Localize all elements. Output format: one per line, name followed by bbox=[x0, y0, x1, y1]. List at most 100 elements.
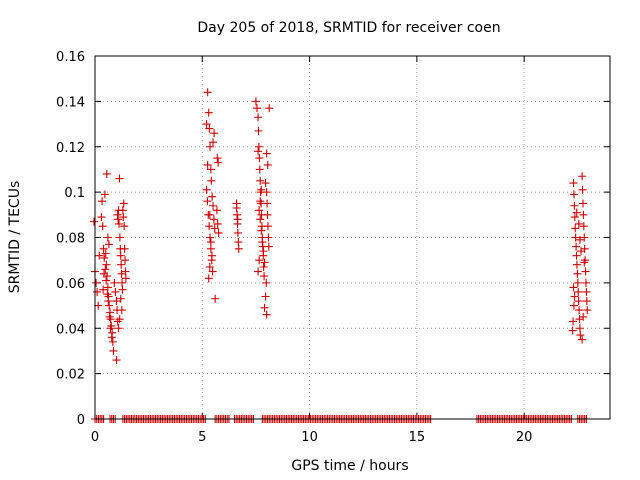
data-point bbox=[208, 192, 217, 201]
data-point bbox=[205, 124, 214, 133]
data-point bbox=[254, 113, 263, 122]
tick-layer: 0 0.02 0.04 0.06 0.08 0.1 0.12 0.14 0.16 0 5 10 15 20 bbox=[56, 50, 610, 445]
data-point bbox=[579, 312, 588, 321]
data-point bbox=[253, 104, 262, 113]
data-point bbox=[102, 260, 111, 269]
data-point bbox=[576, 331, 585, 340]
data-point bbox=[209, 138, 218, 147]
data-point bbox=[261, 292, 270, 301]
data-point bbox=[115, 315, 124, 324]
data-point bbox=[260, 272, 269, 281]
data-point bbox=[206, 233, 215, 242]
data-point bbox=[102, 169, 111, 178]
data-point bbox=[254, 267, 263, 276]
data-point bbox=[256, 176, 265, 185]
data-point bbox=[116, 294, 125, 303]
data-point bbox=[255, 256, 264, 265]
data-point bbox=[233, 210, 242, 219]
y-tick-label: 0.06 bbox=[56, 277, 85, 292]
data-point bbox=[107, 333, 116, 342]
y-tick-label: 0.1 bbox=[64, 186, 85, 201]
x-axis-label: GPS time / hours bbox=[291, 458, 408, 474]
data-point bbox=[111, 287, 120, 296]
data-point bbox=[119, 199, 128, 208]
data-point bbox=[95, 251, 104, 260]
data-point bbox=[121, 256, 130, 265]
data-point bbox=[582, 297, 591, 306]
data-point bbox=[210, 129, 219, 138]
data-point bbox=[259, 247, 268, 256]
data-point bbox=[583, 306, 592, 315]
x-tick-label: 5 bbox=[198, 430, 206, 445]
data-point bbox=[572, 251, 581, 260]
data-point bbox=[575, 306, 584, 315]
data-point bbox=[100, 253, 109, 262]
data-point bbox=[121, 267, 130, 276]
data-point bbox=[112, 297, 121, 306]
data-point bbox=[263, 222, 272, 231]
data-point bbox=[104, 297, 113, 306]
data-point bbox=[94, 301, 103, 310]
data-point bbox=[261, 179, 270, 188]
x-tick-label: 10 bbox=[301, 430, 318, 445]
data-point bbox=[101, 249, 110, 258]
data-point bbox=[112, 356, 121, 365]
data-point bbox=[581, 278, 590, 287]
data-point bbox=[114, 324, 123, 333]
data-point bbox=[214, 158, 223, 167]
data-point bbox=[206, 244, 215, 253]
data-point bbox=[99, 285, 108, 294]
data-point bbox=[569, 179, 578, 188]
data-point bbox=[256, 215, 265, 224]
data-point bbox=[121, 274, 130, 283]
data-point bbox=[262, 188, 271, 197]
y-tick-label: 0.04 bbox=[56, 322, 85, 337]
data-point bbox=[116, 251, 125, 260]
data-point bbox=[102, 276, 111, 285]
data-point bbox=[206, 165, 215, 174]
data-point bbox=[569, 317, 578, 326]
y-tick-label: 0.08 bbox=[56, 232, 85, 247]
data-point bbox=[259, 262, 268, 271]
data-point bbox=[254, 142, 263, 151]
data-point bbox=[257, 226, 266, 235]
data-point bbox=[575, 324, 584, 333]
data-layer bbox=[89, 88, 592, 423]
data-point bbox=[577, 247, 586, 256]
data-point bbox=[115, 174, 124, 183]
data-point bbox=[578, 335, 587, 344]
data-point bbox=[233, 215, 242, 224]
data-point bbox=[570, 213, 579, 222]
data-point bbox=[578, 199, 587, 208]
data-point bbox=[118, 285, 127, 294]
data-point bbox=[256, 197, 265, 206]
data-point bbox=[262, 310, 271, 319]
data-point bbox=[214, 228, 223, 237]
data-point bbox=[103, 290, 112, 299]
data-point bbox=[113, 210, 122, 219]
data-point bbox=[115, 219, 124, 228]
data-point bbox=[109, 346, 118, 355]
data-point bbox=[578, 172, 587, 181]
data-point bbox=[263, 210, 272, 219]
data-point bbox=[202, 185, 211, 194]
data-point bbox=[212, 206, 221, 215]
data-point bbox=[575, 235, 584, 244]
data-point bbox=[213, 154, 222, 163]
data-point bbox=[120, 244, 129, 253]
data-point bbox=[258, 238, 267, 247]
data-point bbox=[105, 301, 114, 310]
data-point bbox=[580, 233, 589, 242]
data-point bbox=[92, 278, 101, 287]
data-point bbox=[265, 104, 274, 113]
data-point bbox=[203, 160, 212, 169]
data-point bbox=[120, 222, 129, 231]
data-point bbox=[209, 215, 218, 224]
data-point bbox=[579, 222, 588, 231]
data-point bbox=[206, 238, 215, 247]
data-point bbox=[264, 233, 273, 242]
x-tick-label: 15 bbox=[409, 430, 426, 445]
data-point bbox=[255, 206, 264, 215]
data-point bbox=[262, 149, 271, 158]
